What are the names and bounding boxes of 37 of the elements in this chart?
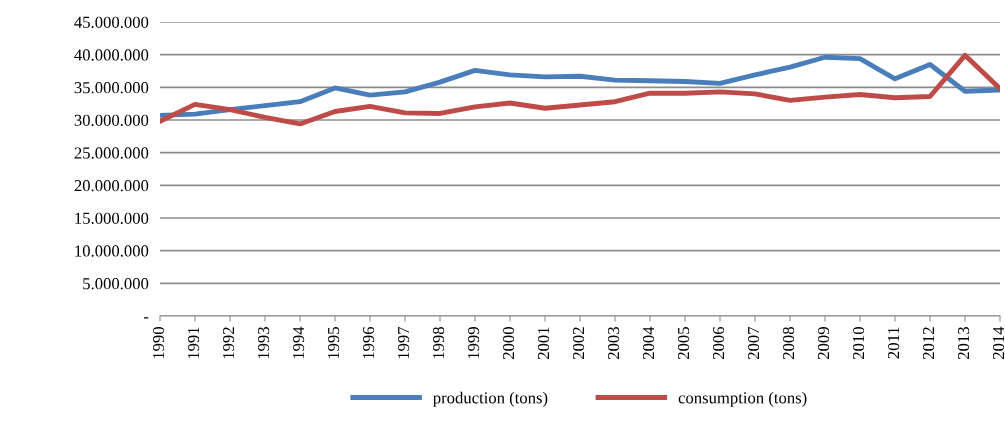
y-tick-label: - (143, 317, 149, 319)
y-tick-label: 5.000.000 (83, 278, 149, 290)
x-tick-label: 2010 (852, 327, 865, 360)
x-tick-label: 2002 (572, 327, 585, 360)
x-tick-label: 2009 (817, 327, 830, 360)
x-tick-label: 1998 (432, 327, 445, 359)
x-tick-label: 2013 (957, 327, 970, 360)
x-tick-label: 1999 (467, 327, 480, 359)
legend-label: consumption (tons) (678, 391, 807, 407)
x-tick-label: 1992 (222, 327, 235, 359)
x-tick-label: 2012 (922, 327, 935, 360)
y-tick-label: 15.000.000 (75, 212, 149, 225)
x-tick-label: 2005 (677, 327, 690, 360)
x-tick-label: 2004 (642, 326, 655, 360)
x-tick-label: 2011 (887, 327, 900, 359)
x-tick-label: 2001 (537, 327, 550, 360)
x-tick-label: 2006 (712, 326, 725, 360)
x-tick-label: 2008 (782, 327, 795, 360)
x-tick-label: 1996 (362, 326, 375, 359)
x-tick-label: 1990 (152, 327, 165, 359)
y-tick-label: 25.000.000 (74, 147, 149, 159)
y-tick-label: 45.000.000 (74, 16, 149, 29)
x-tick-label: 2003 (607, 327, 620, 360)
y-tick-label: 20.000.000 (74, 180, 149, 192)
x-tick-label: 2007 (747, 326, 760, 360)
x-tick-label: 1995 (327, 327, 340, 359)
y-tick-label: 40.000.000 (74, 49, 149, 61)
y-tick-label: 10.000.000 (75, 245, 149, 257)
x-tick-label: 2014 (992, 326, 1005, 360)
x-tick-label: 1993 (257, 327, 270, 359)
x-tick-label: 1997 (397, 326, 410, 359)
y-tick-label: 35.000.000 (74, 82, 149, 94)
y-tick-label: 30.000.000 (74, 114, 149, 127)
x-tick-label: 2000 (502, 327, 515, 360)
x-tick-label: 1994 (292, 326, 305, 359)
x-tick-label: 1991 (187, 327, 200, 359)
legend-label: production (tons) (433, 391, 548, 407)
